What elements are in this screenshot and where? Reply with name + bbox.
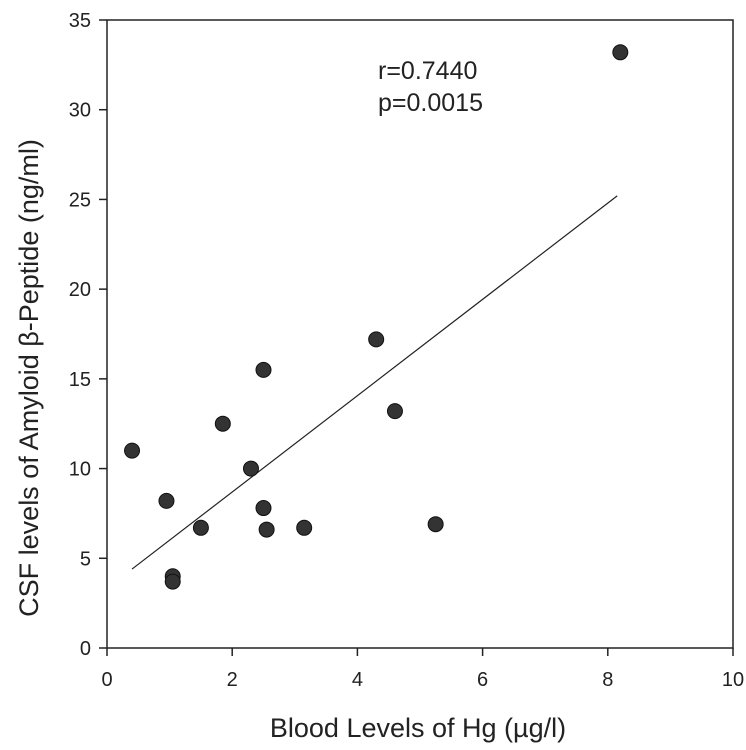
data-point-9 xyxy=(258,521,275,538)
data-point-1 xyxy=(158,492,175,509)
data-point-6 xyxy=(242,460,259,477)
y-tick-label-6: 30 xyxy=(69,100,91,122)
data-point-4 xyxy=(192,519,209,536)
x-axis-title: Blood Levels of Hg (µg/l) xyxy=(270,713,566,743)
data-point-7 xyxy=(255,361,272,378)
y-tick-label-2: 10 xyxy=(69,459,91,481)
data-point-14 xyxy=(612,44,629,61)
y-axis-title: CSF levels of Amyloid β-Peptide (ng/ml) xyxy=(14,139,44,617)
data-point-3 xyxy=(164,573,181,590)
x-tick-label-3: 6 xyxy=(477,669,488,691)
x-tick-label-1: 2 xyxy=(227,669,238,691)
data-point-0 xyxy=(124,442,141,459)
data-point-10 xyxy=(296,519,313,536)
annotation-1: p=0.0015 xyxy=(378,89,483,117)
regression-line xyxy=(131,195,618,570)
x-tick-label-2: 4 xyxy=(352,669,363,691)
y-tick-label-5: 25 xyxy=(69,189,91,211)
y-tick-label-1: 5 xyxy=(80,548,91,570)
data-point-8 xyxy=(255,500,272,517)
y-tick-label-4: 20 xyxy=(69,279,91,301)
y-tick-label-3: 15 xyxy=(69,369,91,391)
x-tick-label-5: 10 xyxy=(722,669,744,691)
data-point-12 xyxy=(386,403,403,420)
y-tick-label-0: 0 xyxy=(80,638,91,660)
x-tick-label-0: 0 xyxy=(101,669,112,691)
annotation-0: r=0.7440 xyxy=(378,57,477,85)
data-point-13 xyxy=(427,516,444,533)
data-point-5 xyxy=(214,415,231,432)
plot-frame xyxy=(106,19,734,649)
data-point-11 xyxy=(368,331,385,348)
y-tick-label-7: 35 xyxy=(69,10,91,32)
x-tick-label-4: 8 xyxy=(602,669,613,691)
